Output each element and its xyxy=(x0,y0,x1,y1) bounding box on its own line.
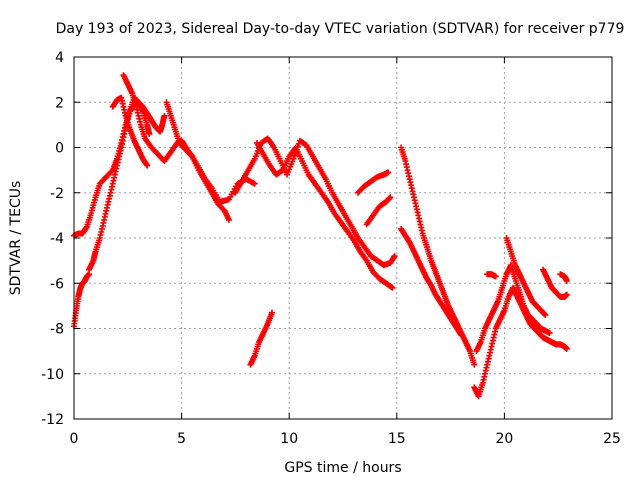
series-arc7 xyxy=(247,309,275,368)
data-point xyxy=(146,130,153,137)
series-arc13 xyxy=(398,225,465,339)
y-tick-label: 0 xyxy=(55,141,64,157)
data-point xyxy=(225,216,232,223)
data-point xyxy=(389,284,396,291)
grid xyxy=(74,57,612,419)
data-point xyxy=(546,330,553,337)
series-arc10 xyxy=(363,194,394,228)
y-tick-label: 4 xyxy=(55,50,64,66)
x-tick-label: 5 xyxy=(177,431,186,447)
series-arc5 xyxy=(163,99,258,205)
x-tick-label: 20 xyxy=(495,431,513,447)
data-point xyxy=(387,194,394,201)
y-tick-label: 2 xyxy=(55,95,64,111)
series-arc12 xyxy=(398,144,478,368)
y-tick-label: -6 xyxy=(50,276,64,292)
x-tick-label: 25 xyxy=(603,431,621,447)
y-axis-label: SDTVAR / TECUs xyxy=(8,181,24,296)
series-arc15 xyxy=(473,262,553,355)
series-arc16 xyxy=(503,235,549,318)
data-point xyxy=(563,291,570,298)
data-point xyxy=(542,311,549,318)
data-point xyxy=(144,162,151,169)
data-point xyxy=(458,332,465,339)
y-tick-label: -10 xyxy=(41,367,64,383)
data-point xyxy=(385,169,392,176)
x-tick-label: 10 xyxy=(280,431,298,447)
x-tick-label: 0 xyxy=(70,431,79,447)
series-arc8 xyxy=(232,135,398,269)
series-arc17 xyxy=(540,266,570,300)
series-arc19 xyxy=(557,271,570,284)
series-arc18 xyxy=(484,271,499,280)
y-tick-label: -2 xyxy=(50,186,64,202)
data-point xyxy=(471,361,478,368)
y-tick-label: -4 xyxy=(50,231,64,247)
data-point xyxy=(268,309,275,316)
series-arc11 xyxy=(355,169,392,196)
chart-title: Day 193 of 2023, Sidereal Day-to-day VTE… xyxy=(56,21,625,37)
data-point xyxy=(290,155,297,162)
data-points xyxy=(71,72,570,400)
y-tick-label: -12 xyxy=(41,412,64,428)
x-tick-label: 15 xyxy=(388,431,406,447)
data-point xyxy=(391,253,398,260)
data-point xyxy=(563,345,570,352)
y-tick-label: -8 xyxy=(50,322,64,338)
data-point xyxy=(492,273,499,280)
data-point xyxy=(563,277,570,284)
data-point xyxy=(251,180,258,187)
x-axis-label: GPS time / hours xyxy=(284,460,401,476)
data-point xyxy=(161,112,168,119)
series-arc9 xyxy=(253,139,396,291)
series-arc6 xyxy=(109,94,151,169)
